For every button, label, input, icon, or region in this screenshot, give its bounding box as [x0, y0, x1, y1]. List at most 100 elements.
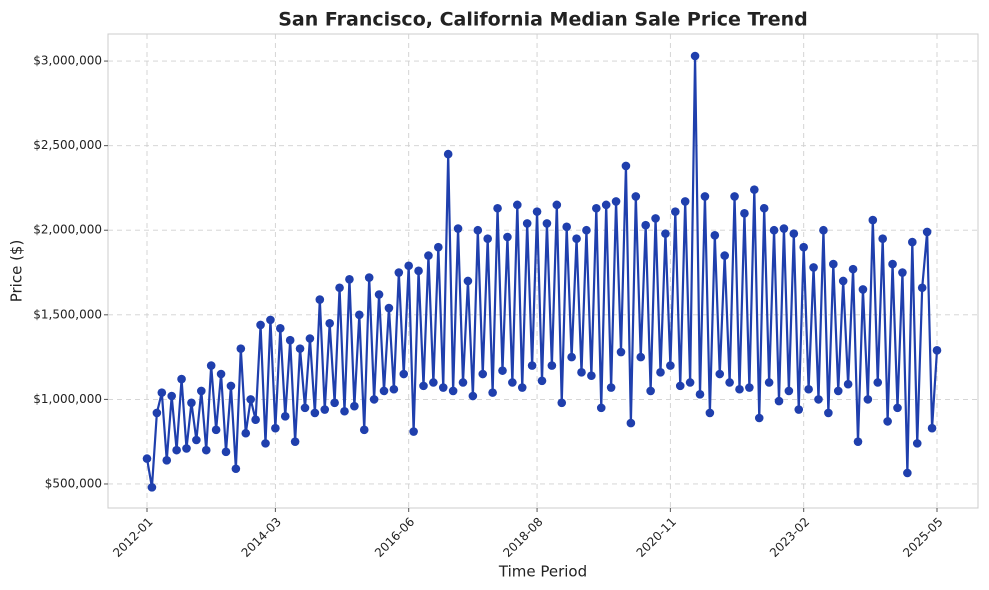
point [577, 368, 586, 377]
point [177, 374, 186, 384]
y-tick-label: $500,000 [45, 476, 102, 490]
point [285, 335, 295, 345]
point [754, 413, 764, 423]
x-tick-label: 2020-11 [634, 515, 679, 560]
point [562, 222, 571, 232]
point [893, 403, 902, 413]
point [483, 234, 492, 243]
point [735, 384, 744, 394]
x-tick-label: 2016-06 [372, 515, 417, 560]
point [809, 263, 818, 272]
point [651, 214, 660, 223]
point [596, 403, 606, 413]
point [246, 395, 255, 404]
point [256, 320, 265, 330]
x-tick-label: 2023-02 [767, 515, 812, 560]
point [858, 285, 868, 294]
point [853, 437, 863, 446]
point [888, 259, 897, 269]
point [345, 274, 354, 284]
point [389, 384, 399, 394]
point [325, 318, 334, 328]
point [922, 227, 932, 237]
x-tick-label: 2012-01 [110, 515, 155, 560]
point [582, 225, 591, 235]
y-tick-label: $2,000,000 [33, 223, 102, 237]
point [878, 234, 887, 243]
x-tick-label: 2018-08 [500, 515, 545, 560]
point [340, 406, 349, 416]
point [295, 344, 305, 353]
point [231, 464, 241, 474]
point [666, 361, 675, 370]
point [680, 197, 690, 206]
point [498, 366, 507, 375]
point [300, 403, 310, 413]
y-tick-label: $1,500,000 [33, 307, 102, 321]
point [280, 412, 290, 421]
point [715, 369, 725, 379]
point [774, 396, 784, 406]
point [917, 283, 927, 293]
point [814, 395, 823, 404]
point [443, 149, 453, 159]
point [236, 344, 246, 353]
chart-title: San Francisco, California Median Sale Pr… [278, 9, 808, 31]
point [725, 378, 734, 387]
point [838, 276, 848, 286]
point [843, 379, 853, 389]
point [226, 381, 236, 391]
point [700, 192, 710, 201]
point [221, 447, 231, 457]
point [458, 378, 468, 387]
point [819, 225, 828, 235]
point [863, 395, 873, 404]
point [142, 454, 152, 463]
point [364, 273, 374, 282]
point [404, 261, 413, 271]
point [355, 310, 364, 320]
point [903, 468, 912, 478]
point [784, 386, 794, 396]
point [606, 383, 616, 392]
point [656, 368, 665, 377]
point [898, 268, 907, 277]
point [152, 408, 162, 418]
point [537, 376, 547, 386]
point [508, 378, 517, 387]
point [833, 386, 843, 396]
x-axis-label: Time Period [498, 563, 587, 581]
point [799, 242, 808, 252]
point [592, 203, 601, 213]
point [266, 315, 275, 325]
point [750, 185, 759, 194]
y-axis-label: Price ($) [8, 240, 26, 303]
plot-area [107, 33, 979, 509]
point [631, 192, 641, 201]
point [350, 401, 359, 411]
point [187, 398, 196, 408]
y-tick-label: $1,000,000 [33, 392, 102, 406]
point [172, 445, 181, 455]
point [463, 276, 473, 286]
point [424, 251, 433, 260]
point [616, 347, 626, 357]
point [626, 418, 636, 428]
x-tick-label: 2025-05 [900, 515, 945, 560]
point [621, 161, 631, 171]
point [542, 219, 552, 228]
point [710, 231, 720, 240]
y-tick-label: $3,000,000 [33, 54, 102, 68]
point [399, 369, 409, 379]
point [409, 427, 418, 436]
point [547, 361, 557, 370]
point [251, 415, 260, 424]
point [488, 388, 497, 397]
point [517, 383, 527, 392]
point [557, 398, 567, 408]
point [685, 378, 695, 387]
point [429, 378, 438, 387]
point [675, 381, 685, 391]
point [147, 483, 157, 492]
